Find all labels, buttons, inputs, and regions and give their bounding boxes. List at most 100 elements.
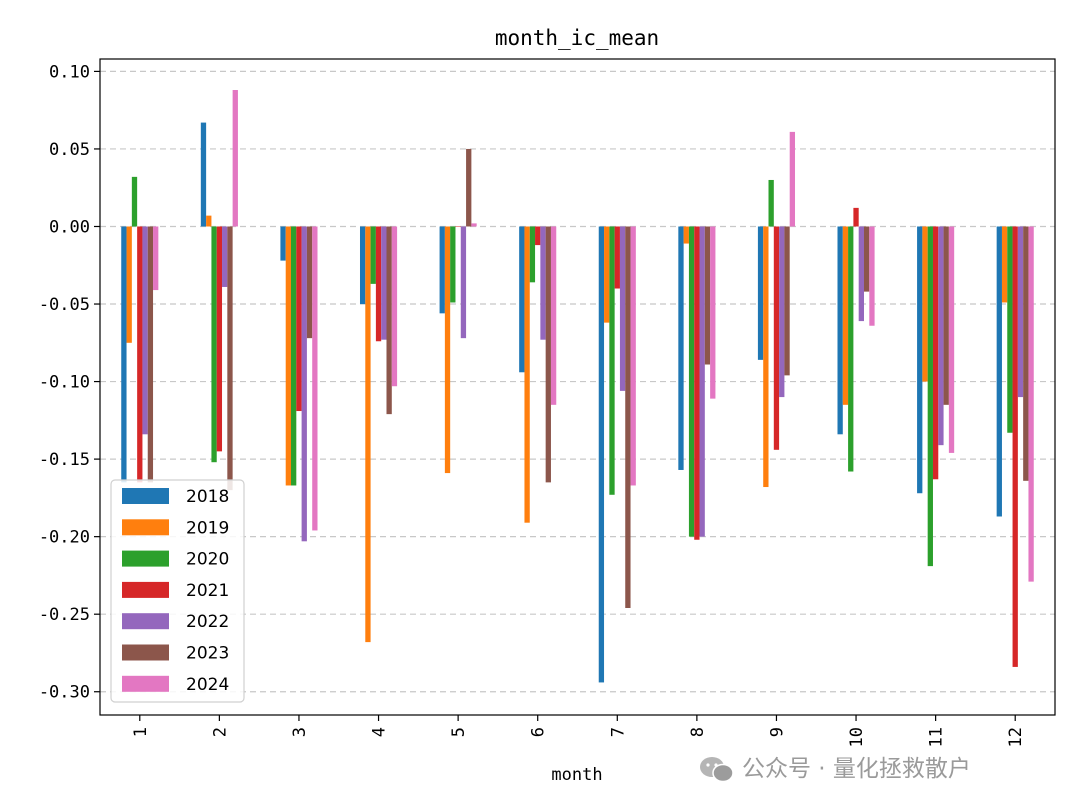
bar-2020-month-11 [927, 226, 933, 567]
bar-2023-month-12 [1023, 226, 1029, 481]
bar-2020-month-4 [370, 226, 376, 284]
x-tick-label: 5 [449, 727, 469, 737]
bar-2023-month-2 [227, 226, 233, 491]
legend-swatch-2019 [122, 519, 169, 536]
bar-2020-month-12 [1007, 226, 1013, 433]
x-axis: 1 2 3 4 5 6 7 8 9 10 11 12 [131, 715, 1026, 747]
bar-2022-month-5 [460, 226, 467, 339]
legend-label-2018: 2018 [186, 487, 229, 507]
bar-2018-month-2 [200, 122, 207, 227]
bar-2024-month-4 [391, 226, 398, 387]
bar-2019-month-7 [604, 226, 610, 323]
legend-swatch-2022 [122, 613, 169, 630]
bar-2024-month-6 [550, 226, 557, 405]
bar-2019-month-11 [922, 226, 928, 382]
bar-2018-month-12 [996, 226, 1002, 517]
bar-2019-month-2 [206, 215, 212, 227]
y-tick-label: -0.25 [39, 605, 90, 625]
x-tick-label: 4 [370, 727, 390, 737]
bar-2022-month-1 [142, 226, 148, 435]
bar-2018-month-6 [519, 226, 525, 373]
bar-2021-month-11 [932, 226, 939, 480]
bar-2018-month-7 [598, 226, 605, 683]
bar-2021-month-1 [137, 226, 143, 483]
bar-2023-month-4 [386, 226, 392, 415]
bar-2024-month-12 [1028, 226, 1034, 582]
bar-2019-month-12 [1001, 226, 1008, 303]
bar-2020-month-2 [211, 226, 217, 463]
bar-2022-month-12 [1017, 226, 1024, 398]
x-tick-label: 1 [131, 727, 151, 737]
bar-2024-month-9 [789, 131, 796, 227]
y-tick-label: 0.10 [49, 62, 90, 82]
x-tick-label: 9 [767, 727, 787, 737]
x-axis-label: month [551, 765, 602, 785]
legend-label-2023: 2023 [186, 644, 229, 664]
bar-2019-month-6 [524, 226, 530, 523]
bar-2022-month-11 [938, 226, 944, 446]
wechat-icon [700, 757, 734, 783]
x-tick-label: 11 [927, 727, 947, 747]
x-tick-label: 3 [290, 727, 310, 737]
y-tick-label: -0.10 [39, 373, 90, 393]
x-tick-label: 6 [529, 727, 549, 737]
legend-swatch-2021 [122, 581, 169, 598]
bars [121, 90, 1034, 683]
bar-2022-month-2 [222, 226, 228, 287]
legend-label-2021: 2021 [186, 581, 229, 601]
y-tick-label: -0.05 [39, 295, 90, 315]
legend: 2018 2019 2020 2021 2022 2023 2024 [110, 479, 245, 703]
legend-label-2022: 2022 [186, 612, 229, 632]
watermark-text: 公众号 · 量化拯救散户 [742, 756, 971, 782]
bar-2021-month-9 [773, 226, 780, 450]
bar-2022-month-9 [779, 226, 785, 398]
bar-2020-month-5 [450, 226, 456, 303]
legend-label-2024: 2024 [186, 675, 229, 695]
chart-title: month_ic_mean [495, 26, 659, 50]
bar-2023-month-11 [943, 226, 949, 405]
x-tick-label: 8 [688, 727, 708, 737]
bar-2024-month-3 [312, 226, 318, 531]
x-tick-label: 2 [210, 727, 230, 737]
bar-2018-month-9 [757, 226, 764, 360]
bar-2020-month-8 [688, 226, 695, 537]
bar-2024-month-7 [630, 226, 636, 486]
bar-2021-month-7 [614, 226, 620, 289]
y-tick-label: -0.20 [39, 528, 90, 548]
bar-2022-month-7 [619, 226, 626, 391]
grid-lines [100, 70, 1055, 693]
y-axis: 0.10 0.05 0.00 -0.05 -0.10 -0.15 -0.20 -0.25 -0.… [39, 62, 100, 703]
bar-2021-month-6 [535, 226, 541, 246]
bar-2019-month-3 [285, 226, 292, 486]
bar-2024-month-11 [948, 226, 955, 453]
bar-2021-month-2 [216, 226, 223, 452]
bar-2020-month-10 [848, 226, 854, 472]
bar-2024-month-8 [710, 226, 716, 399]
bar-2019-month-4 [365, 226, 371, 643]
bar-2024-month-10 [869, 226, 875, 326]
bar-2024-month-5 [471, 223, 477, 227]
legend-swatch-2024 [122, 675, 169, 692]
legend-swatch-2023 [122, 644, 169, 661]
x-tick-label: 12 [1006, 727, 1026, 747]
bar-2020-month-6 [529, 226, 536, 283]
bar-2022-month-8 [699, 226, 705, 537]
watermark: 公众号 · 量化拯救散户 [700, 756, 971, 783]
bar-2019-month-9 [763, 226, 769, 488]
bar-2022-month-10 [858, 226, 864, 322]
bar-2023-month-10 [863, 226, 870, 292]
bar-2020-month-7 [609, 226, 615, 495]
bar-2022-month-3 [301, 226, 307, 542]
bar-2023-month-6 [545, 226, 551, 483]
x-tick-label: 7 [608, 727, 628, 737]
bar-2023-month-5 [466, 148, 472, 227]
bar-2019-month-1 [126, 226, 132, 343]
bar-2021-month-5 [455, 226, 461, 227]
bar-2023-month-1 [147, 226, 154, 483]
bar-2022-month-4 [381, 226, 387, 340]
plot-frame [99, 58, 1056, 716]
bar-2021-month-12 [1012, 226, 1018, 667]
bar-2019-month-5 [444, 226, 451, 474]
legend-label-2020: 2020 [186, 550, 229, 570]
